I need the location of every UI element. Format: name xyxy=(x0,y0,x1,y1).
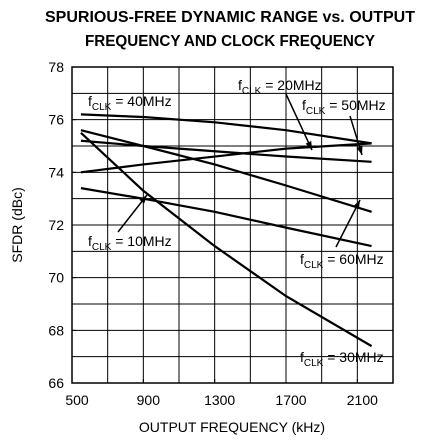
arrow-head xyxy=(353,200,360,209)
chart-title: FREQUENCY AND CLOCK FREQUENCY xyxy=(85,33,375,50)
y-tick-label: 78 xyxy=(48,59,64,75)
y-tick-label: 72 xyxy=(48,217,64,233)
series-line xyxy=(80,139,372,163)
arrow-head xyxy=(139,195,147,204)
label-arrow xyxy=(335,199,361,248)
series-label: fCLK = 50MHz xyxy=(302,97,386,117)
y-axis-label: SFDR (dBc) xyxy=(9,187,25,262)
series-line xyxy=(80,142,372,174)
series-line xyxy=(80,132,373,348)
label-arrow xyxy=(285,93,313,151)
x-axis-label: OUTPUT FREQUENCY (kHz) xyxy=(139,419,325,435)
x-tick-label: 1300 xyxy=(204,392,235,408)
y-tick-label: 68 xyxy=(48,322,64,338)
x-tick-label: 500 xyxy=(65,392,89,408)
x-tick-label: 900 xyxy=(137,392,161,408)
arrow-head xyxy=(356,146,363,155)
y-tick-label: 66 xyxy=(48,375,64,391)
x-tick-label: 2100 xyxy=(347,392,378,408)
y-tick-label: 74 xyxy=(48,164,64,180)
series-line xyxy=(80,113,372,145)
y-tick-label: 76 xyxy=(48,112,64,128)
series-label: fCLK = 60MHz xyxy=(300,251,384,271)
x-tick-label: 1700 xyxy=(275,392,306,408)
series-label: fCLK = 20MHz xyxy=(238,77,322,97)
chart-title: SPURIOUS-FREE DYNAMIC RANGE vs. OUTPUT xyxy=(45,9,415,26)
series-label: fCLK = 10MHz xyxy=(88,233,172,253)
y-tick-label: 70 xyxy=(48,270,64,286)
series-line xyxy=(80,187,372,248)
series-label: fCLK = 30MHz xyxy=(300,349,384,369)
series-line xyxy=(80,129,372,213)
series-label: fCLK = 40MHz xyxy=(88,93,172,113)
